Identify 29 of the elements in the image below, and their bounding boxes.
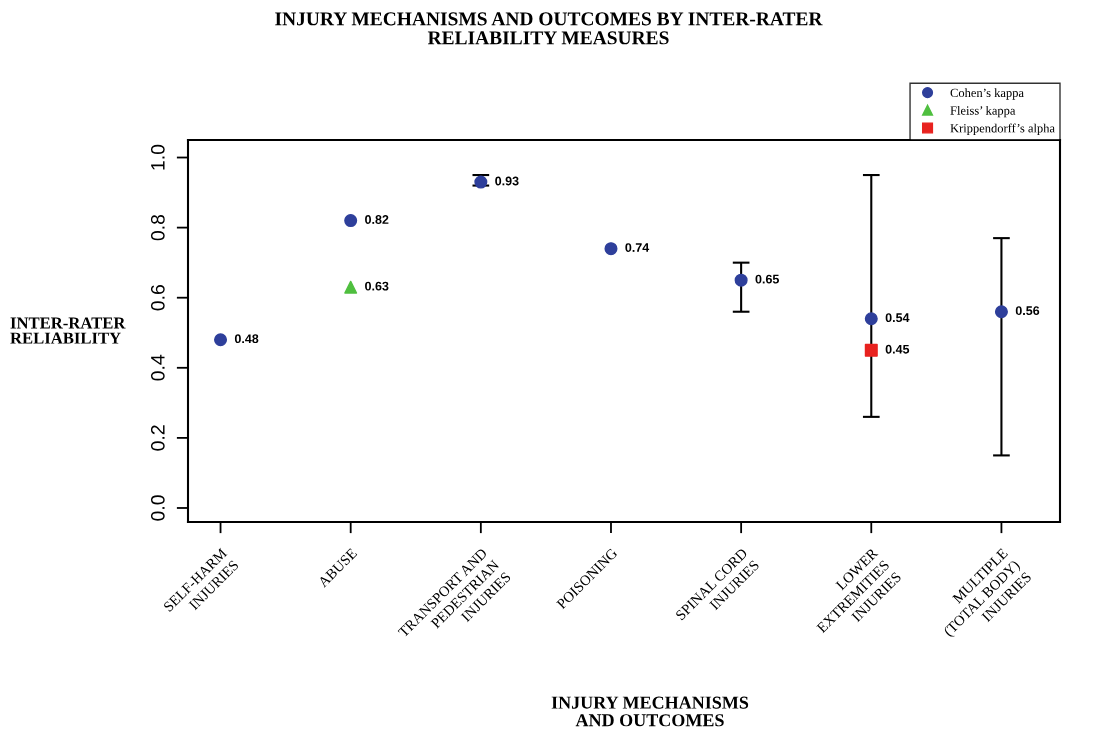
data-label: 0.48 bbox=[234, 334, 259, 344]
data-label: 0.45 bbox=[885, 344, 910, 354]
y-tick-label: 0.2 bbox=[150, 425, 165, 451]
data-label: 0.82 bbox=[365, 215, 389, 224]
chart-title: INJURY MECHANISMS AND OUTCOMES BY INTER-RATER RELIABILITY MEASURES bbox=[275, 12, 823, 45]
y-tick-label: 0.4 bbox=[150, 354, 165, 381]
data-label: 0.63 bbox=[365, 281, 389, 291]
y-tick-label: 0.6 bbox=[150, 285, 165, 311]
data-label: 0.74 bbox=[625, 243, 650, 252]
y-axis-title: INTER-RATER RELIABILITY bbox=[10, 317, 126, 344]
x-axis-title: INJURY MECHANISMS AND OUTCOMES bbox=[551, 696, 749, 727]
legend-label: Fleiss’ kappa bbox=[950, 105, 1016, 118]
point bbox=[214, 333, 228, 347]
data-label: 0.93 bbox=[495, 176, 519, 186]
legend-label: Cohen’s kappa bbox=[950, 88, 1024, 100]
y-tick-label: 0.0 bbox=[150, 495, 165, 521]
y-tick-label: 1.0 bbox=[150, 144, 165, 170]
y-tick-label: 0.8 bbox=[150, 214, 165, 241]
legend-label: Krippendorff’s alpha bbox=[950, 123, 1055, 135]
point bbox=[994, 305, 1008, 319]
point bbox=[864, 343, 878, 357]
data-label: 0.56 bbox=[1015, 306, 1040, 316]
point bbox=[604, 242, 618, 256]
point bbox=[344, 280, 358, 294]
point bbox=[344, 214, 358, 228]
point bbox=[864, 312, 878, 326]
data-label: 0.54 bbox=[885, 313, 910, 323]
data-label: 0.65 bbox=[755, 274, 779, 284]
point bbox=[734, 273, 748, 287]
